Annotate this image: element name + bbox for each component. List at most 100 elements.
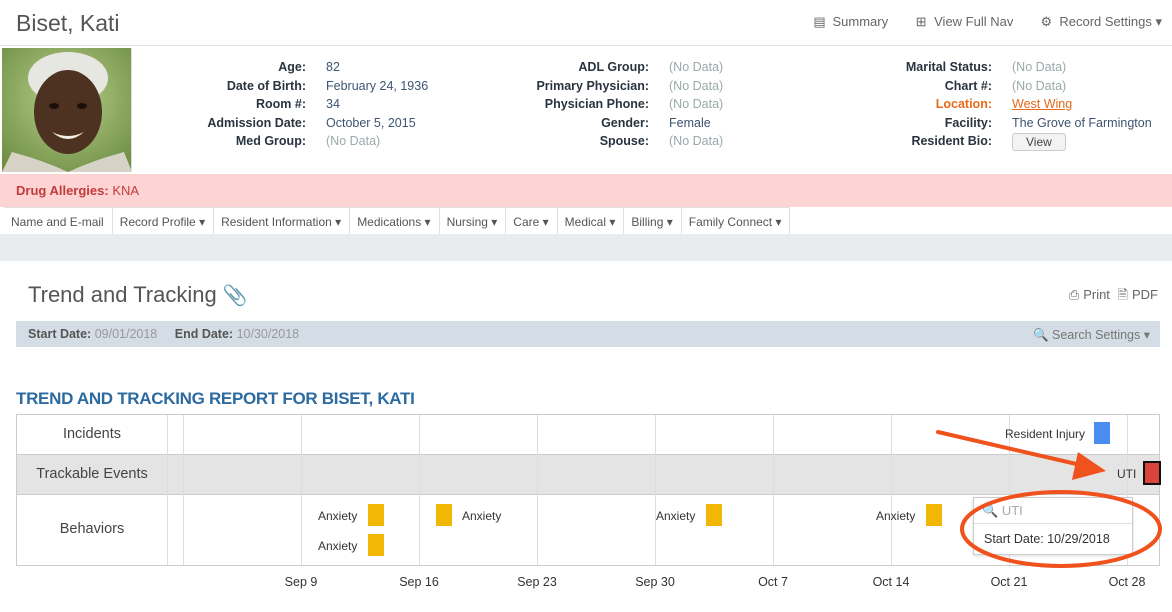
start-date-value: 09/01/2018 — [94, 327, 158, 341]
tab-billing[interactable]: Billing ▾ — [624, 208, 682, 235]
pdf-link[interactable]: PDF — [1132, 287, 1158, 302]
view-full-nav-label: View Full Nav — [934, 14, 1014, 29]
marital-status-row: Marital Status: (No Data) — [840, 58, 1152, 77]
profile-column-3: Marital Status: (No Data) Chart #: (No Dat… — [840, 58, 1152, 152]
row-behaviors: Behaviors — [17, 495, 1159, 566]
primary-physician-label: Primary Physician: — [536, 78, 649, 93]
room-label: Room #: — [256, 97, 306, 111]
section-divider — [0, 234, 1172, 261]
tooltip-start-date: Start Date: 10/29/2018 — [984, 532, 1110, 546]
x-tick-label: Oct 7 — [758, 575, 788, 589]
dob-label: Date of Birth: — [226, 78, 306, 93]
grid-line — [773, 415, 774, 565]
search-settings-dropdown[interactable]: 🔍 Search Settings ▾ — [1033, 327, 1150, 343]
admission-label: Admission Date: — [207, 115, 306, 130]
physician-phone-value: (No Data) — [669, 97, 724, 111]
room-value: 34 — [326, 97, 340, 111]
event-label-anxiety: Anxiety — [318, 539, 358, 553]
tab-medications[interactable]: Medications ▾ — [350, 208, 440, 235]
spouse-value: (No Data) — [669, 134, 724, 148]
tab-resident-information[interactable]: Resident Information ▾ — [214, 208, 351, 235]
search-icon: 🔍 — [982, 503, 999, 518]
adl-group-value: (No Data) — [669, 60, 724, 74]
row-incidents: Incidents — [17, 415, 1159, 455]
resident-bio-view-button[interactable]: View — [1012, 133, 1066, 151]
physician-phone-label: Physician Phone: — [544, 97, 649, 111]
x-tick-label: Sep 23 — [517, 575, 557, 589]
med-group-row: Med Group: (No Data) — [140, 132, 428, 151]
age-row: Age: 82 — [140, 58, 428, 77]
adl-group-label: ADL Group: — [578, 60, 649, 74]
grid-line — [891, 415, 892, 565]
row-label-trackable-events: Trackable Events — [36, 466, 148, 482]
header-nav: ▤ Summary ⊞ View Full Nav ⚙ Record Settings… — [813, 14, 1162, 30]
x-tick-label: Sep 16 — [399, 575, 439, 589]
tab-medical[interactable]: Medical ▾ — [557, 208, 625, 235]
chart-number-row: Chart #: (No Data) — [840, 77, 1152, 96]
spouse-label: Spouse: — [599, 134, 649, 148]
event-tooltip: 🔍 UTI Start Date: 10/29/2018 — [973, 497, 1133, 555]
event-marker-anxiety[interactable] — [706, 504, 722, 526]
summary-link[interactable]: ▤ Summary — [813, 14, 888, 30]
gear-icon: ⚙ — [1040, 14, 1053, 29]
tab-family-connect[interactable]: Family Connect ▾ — [681, 208, 791, 235]
grid-line — [167, 415, 168, 565]
x-tick-label: Oct 21 — [990, 575, 1028, 589]
grid-line — [419, 415, 420, 565]
location-label: Location: — [935, 97, 992, 111]
date-range-bar: Start Date: 09/01/2018 End Date: 10/30/2… — [16, 321, 1160, 347]
location-link[interactable]: West Wing — [1012, 97, 1073, 111]
x-tick-label: Sep 30 — [635, 575, 675, 589]
patient-header: Biset, Kati ▤ Summary ⊞ View Full Nav ⚙ Rec… — [0, 0, 1172, 46]
facility-value: The Grove of Farmington — [1012, 115, 1152, 130]
record-tabs: Name and E-mail Record Profile ▾ Residen… — [4, 207, 791, 235]
event-marker-anxiety[interactable] — [436, 504, 452, 526]
x-tick-label: Sep 9 — [284, 575, 318, 589]
end-date-value: 10/30/2018 — [236, 327, 300, 341]
drug-allergies-value: KNA — [112, 183, 140, 198]
tab-record-profile[interactable]: Record Profile ▾ — [112, 208, 215, 235]
event-marker-anxiety[interactable] — [368, 504, 384, 526]
row-trackable-events: Trackable Events — [17, 455, 1159, 495]
tab-nursing[interactable]: Nursing ▾ — [439, 208, 507, 235]
view-full-nav-link[interactable]: ⊞ View Full Nav — [914, 14, 1014, 30]
dob-row: Date of Birth: February 24, 1936 — [140, 77, 428, 96]
tab-name-and-email[interactable]: Name and E-mail — [4, 208, 113, 235]
dob-value: February 24, 1936 — [326, 78, 429, 93]
event-marker-anxiety[interactable] — [926, 504, 942, 526]
tab-care[interactable]: Care ▾ — [506, 208, 558, 235]
physician-phone-row: Physician Phone: (No Data) — [470, 95, 723, 114]
event-marker-anxiety[interactable] — [368, 534, 384, 556]
printer-icon[interactable]: ⎙ — [1068, 287, 1080, 302]
drug-allergies-label: Drug Allergies: — [16, 183, 109, 198]
admission-value: October 5, 2015 — [326, 115, 416, 130]
print-pdf-controls: ⎙ Print 🗎 PDF — [1065, 286, 1158, 308]
event-marker-resident-injury[interactable] — [1094, 422, 1110, 444]
expand-icon: ⊞ — [915, 14, 927, 29]
paperclip-icon[interactable]: 📎 — [222, 285, 248, 307]
patient-name: Biset, Kati — [16, 10, 120, 36]
marital-status-label: Marital Status: — [905, 60, 992, 74]
print-link[interactable]: Print — [1083, 287, 1110, 302]
event-label-anxiety: Anxiety — [876, 509, 916, 523]
location-row: Location: West Wing — [840, 95, 1152, 114]
profile-column-1: Age: 82 Date of Birth: February 24, 1936 R… — [140, 58, 428, 151]
pdf-icon[interactable]: 🗎 — [1117, 287, 1128, 302]
event-marker-uti[interactable] — [1143, 461, 1161, 485]
trend-tracking-title: Trend and Tracking 📎 — [28, 282, 248, 308]
event-label-anxiety: Anxiety — [462, 509, 502, 523]
record-settings-dropdown[interactable]: ⚙ Record Settings ▾ — [1039, 14, 1162, 30]
record-settings-label: Record Settings ▾ — [1059, 14, 1162, 29]
admission-row: Admission Date: October 5, 2015 — [140, 114, 428, 133]
gender-label: Gender: — [601, 115, 649, 130]
primary-physician-value: (No Data) — [669, 78, 724, 93]
gender-value: Female — [669, 115, 711, 130]
start-date-label: Start Date: — [28, 327, 92, 341]
room-row: Room #: 34 — [140, 95, 428, 114]
age-value: 82 — [326, 60, 340, 74]
tooltip-search[interactable]: 🔍 UTI — [974, 498, 1132, 524]
search-icon: 🔍 — [1032, 328, 1049, 342]
facility-label: Facility: — [944, 115, 992, 130]
event-label-anxiety: Anxiety — [656, 509, 696, 523]
search-settings-label: Search Settings ▾ — [1052, 328, 1150, 342]
